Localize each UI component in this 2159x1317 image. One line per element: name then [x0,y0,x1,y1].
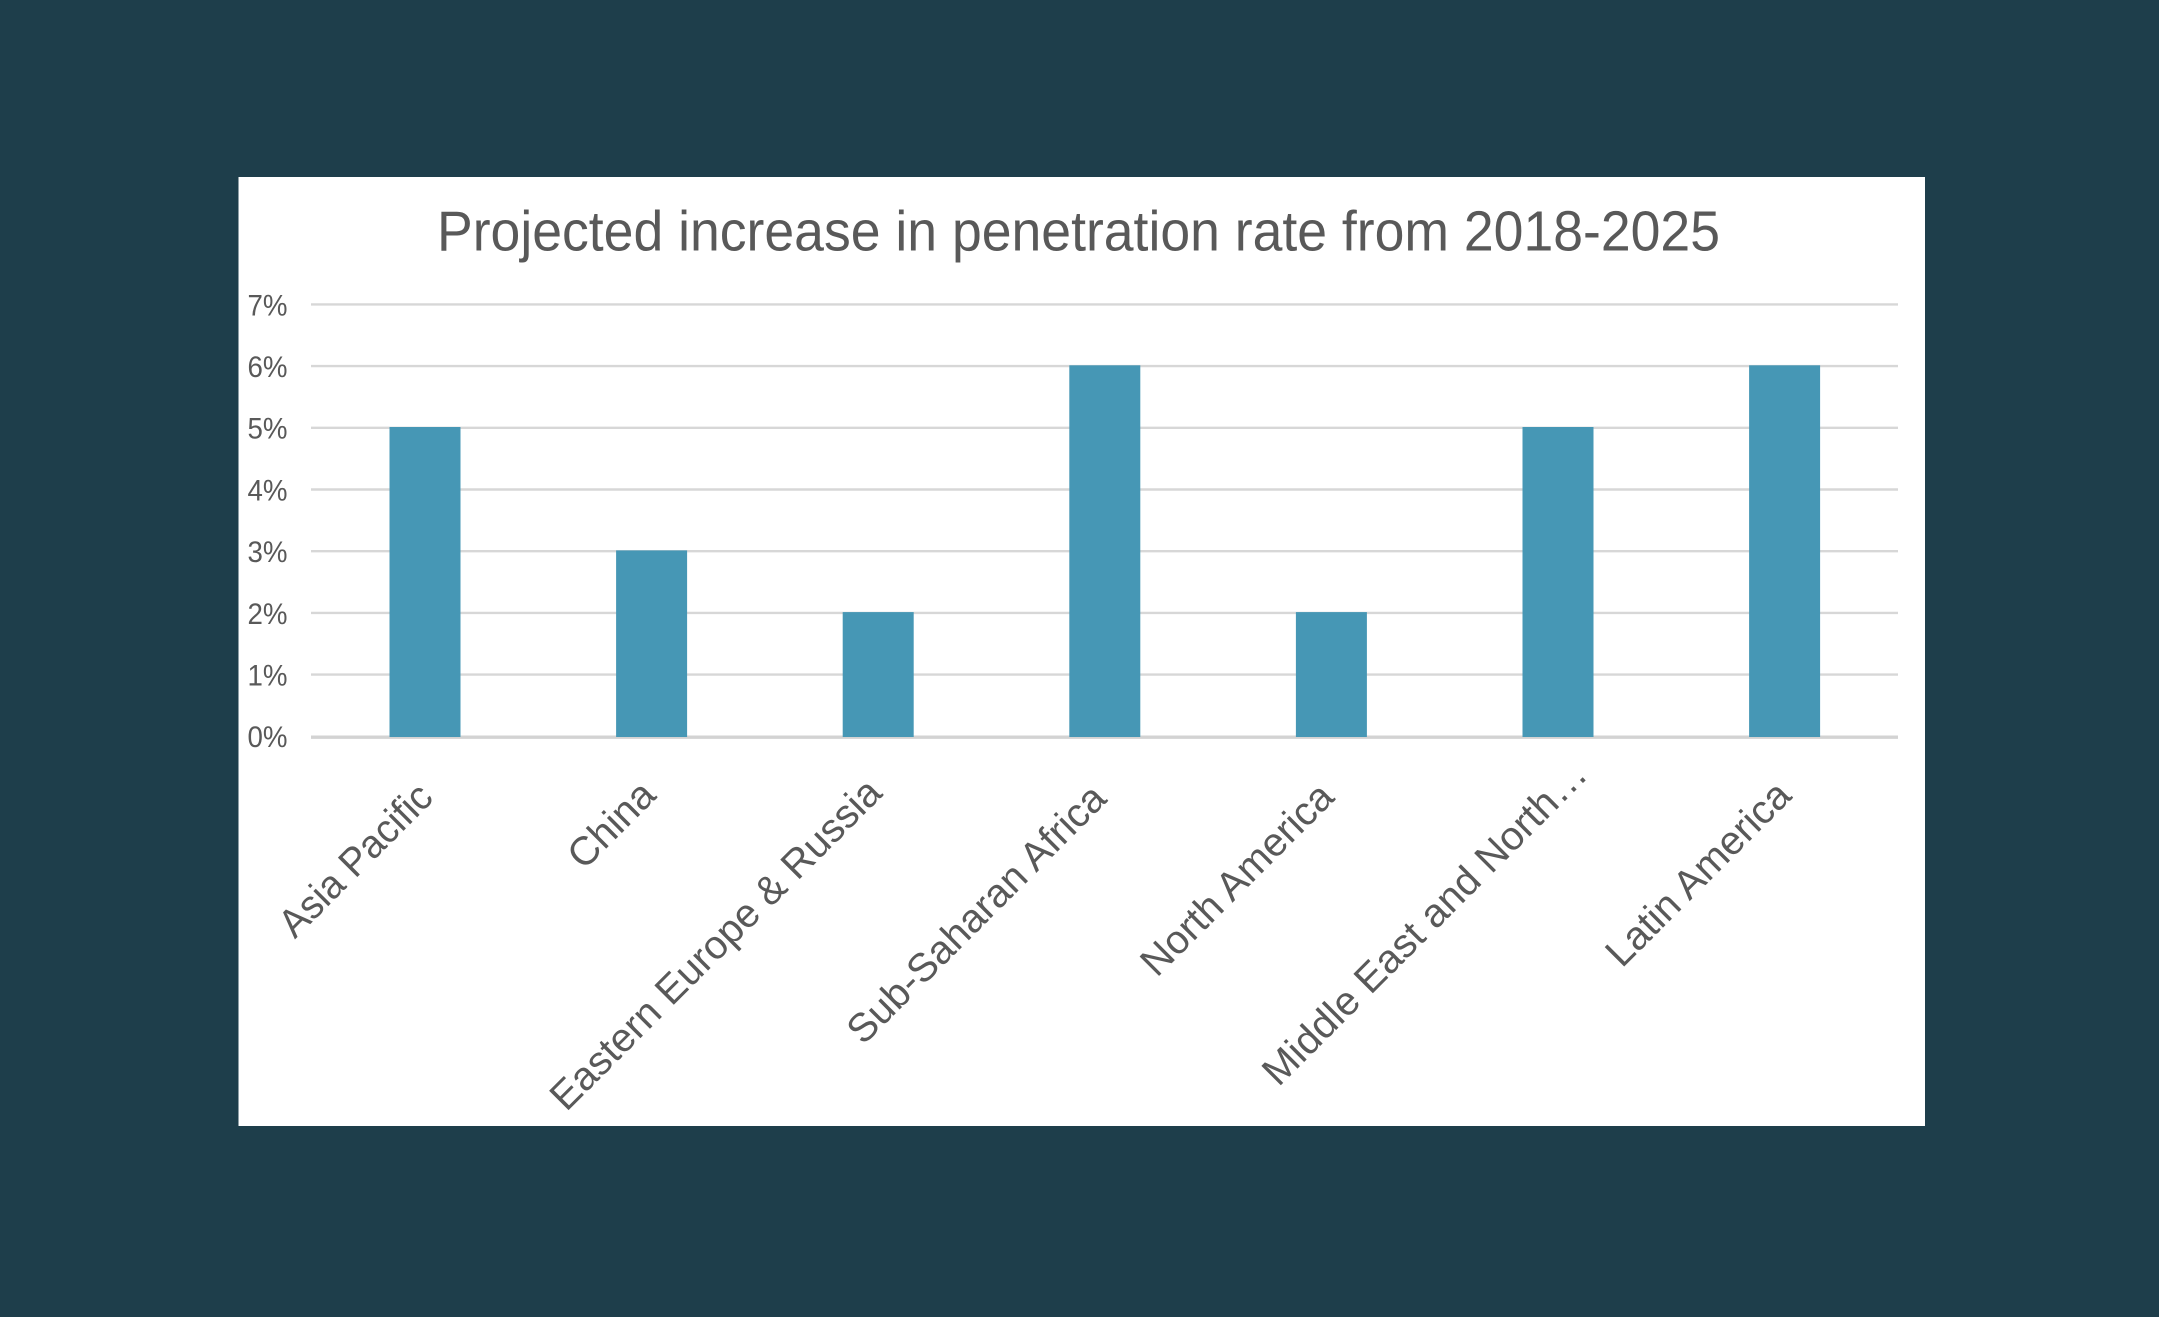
svg-text:1%: 1% [248,660,288,693]
svg-text:0%: 0% [248,721,288,754]
svg-text:Projected increase in penetrat: Projected increase in penetration rate f… [437,200,1720,264]
svg-text:6%: 6% [248,351,288,384]
svg-text:4%: 4% [248,474,288,507]
svg-text:2%: 2% [248,598,288,631]
svg-text:5%: 5% [248,413,288,446]
svg-text:3%: 3% [248,536,288,569]
svg-text:7%: 7% [248,289,288,322]
